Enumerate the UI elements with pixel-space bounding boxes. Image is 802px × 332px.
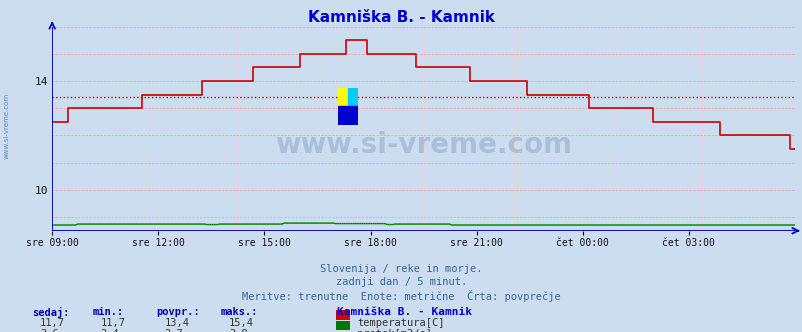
Text: 15,4: 15,4: [229, 318, 253, 328]
Text: 3,4: 3,4: [100, 329, 119, 332]
Text: Slovenija / reke in morje.: Slovenija / reke in morje.: [320, 264, 482, 274]
Text: sedaj:: sedaj:: [32, 307, 70, 318]
Text: 3,8: 3,8: [229, 329, 247, 332]
Text: www.si-vreme.com: www.si-vreme.com: [3, 93, 10, 159]
Bar: [347, 88, 358, 106]
Text: 11,7: 11,7: [40, 318, 65, 328]
Text: temperatura[C]: temperatura[C]: [357, 318, 444, 328]
Text: pretok[m3/s]: pretok[m3/s]: [357, 329, 431, 332]
Text: povpr.:: povpr.:: [156, 307, 200, 317]
Text: 11,7: 11,7: [100, 318, 125, 328]
Text: 3,7: 3,7: [164, 329, 183, 332]
Bar: [338, 106, 358, 124]
Text: Kamniška B. - Kamnik: Kamniška B. - Kamnik: [337, 307, 472, 317]
Text: 3,6: 3,6: [40, 329, 59, 332]
Bar: [338, 88, 347, 106]
Text: Meritve: trenutne  Enote: metrične  Črta: povprečje: Meritve: trenutne Enote: metrične Črta: …: [242, 290, 560, 302]
Text: www.si-vreme.com: www.si-vreme.com: [275, 131, 571, 159]
Text: zadnji dan / 5 minut.: zadnji dan / 5 minut.: [335, 277, 467, 287]
Text: min.:: min.:: [92, 307, 124, 317]
Text: 13,4: 13,4: [164, 318, 189, 328]
Text: Kamniška B. - Kamnik: Kamniška B. - Kamnik: [308, 10, 494, 25]
Text: maks.:: maks.:: [221, 307, 258, 317]
